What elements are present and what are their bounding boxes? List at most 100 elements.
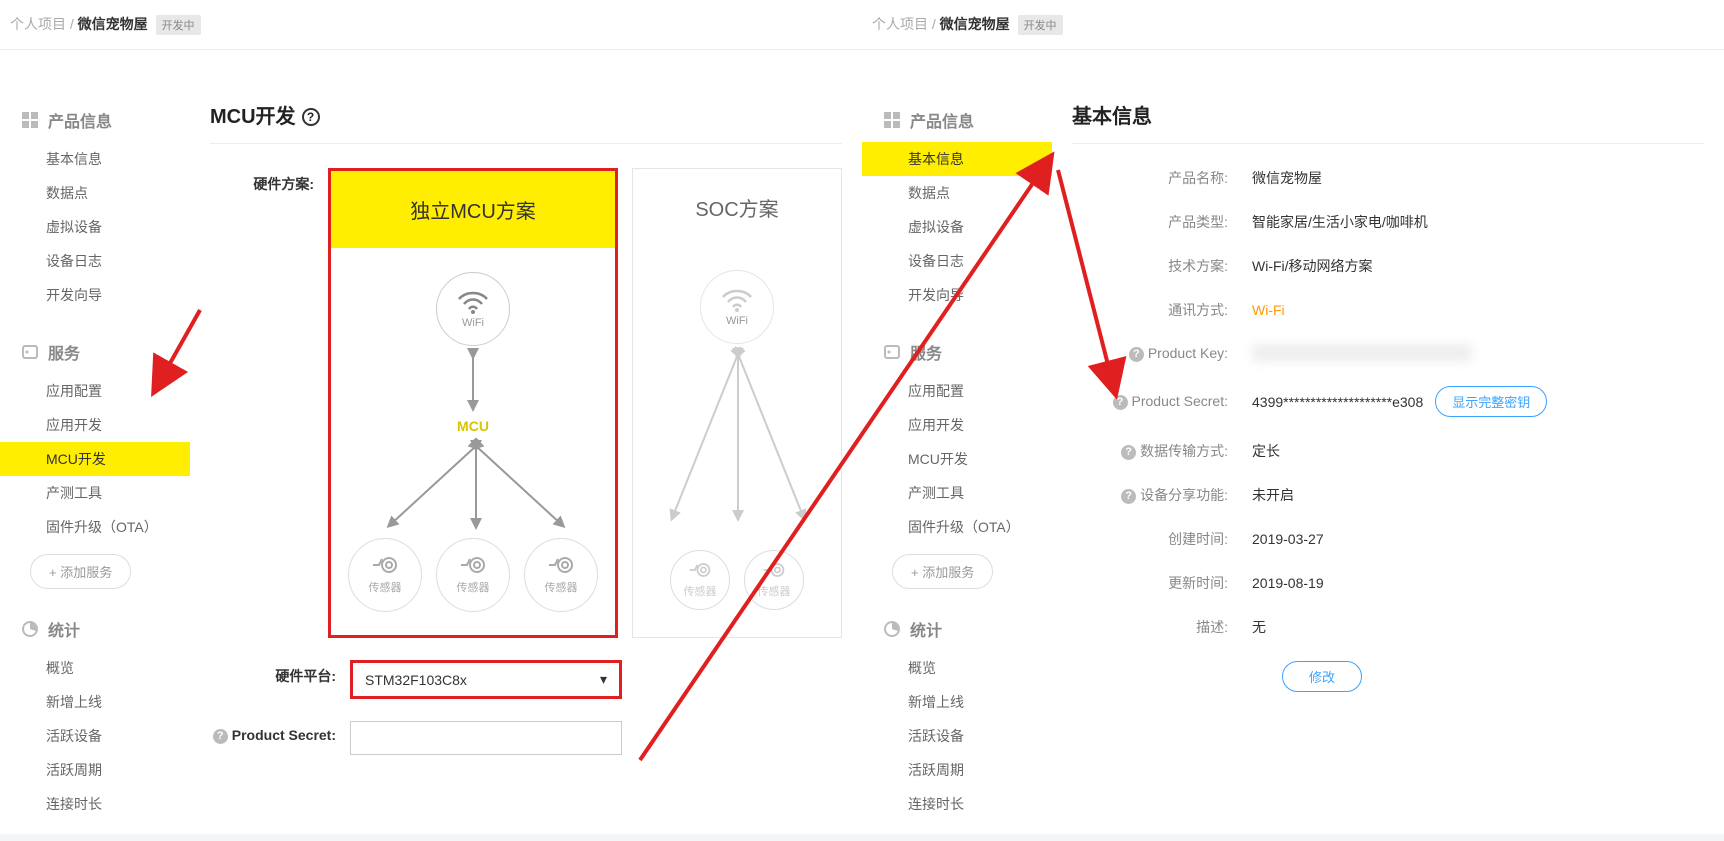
sidebar-item-overview[interactable]: 概览 <box>862 651 1052 685</box>
info-label: ?Product Key: <box>1072 345 1252 362</box>
disk-icon <box>22 344 38 360</box>
sidebar-item-mcu[interactable]: MCU开发 <box>0 442 190 476</box>
info-row: ?设备分享功能:未开启 <box>1072 485 1704 505</box>
help-icon[interactable]: ? <box>213 729 228 744</box>
sidebar-item-wizard[interactable]: 开发向导 <box>862 278 1052 312</box>
card-soc-scheme[interactable]: SOC方案 WiFi 传 <box>632 168 842 638</box>
sidebar-item-new[interactable]: 新增上线 <box>0 685 190 719</box>
sensor-icon <box>371 555 399 575</box>
sidebar-item-appdev[interactable]: 应用开发 <box>0 408 190 442</box>
sensor-node: 传感器 <box>436 538 510 612</box>
sidebar-item-period[interactable]: 活跃周期 <box>862 753 1052 787</box>
sidebar-item-connect[interactable]: 连接时长 <box>862 787 1052 821</box>
card-mcu-scheme[interactable]: 独立MCU方案 WiFi MCU <box>328 168 618 638</box>
info-value: 未开启 <box>1252 485 1704 505</box>
help-icon[interactable]: ? <box>1121 489 1136 504</box>
sensor-icon <box>762 561 786 579</box>
info-label: 通讯方式: <box>1072 300 1252 320</box>
sidebar-item-mcu[interactable]: MCU开发 <box>862 442 1052 476</box>
mcu-label: MCU <box>457 418 489 434</box>
sensor-icon <box>459 555 487 575</box>
wifi-node: WiFi <box>436 272 510 346</box>
info-label: 产品类型: <box>1072 212 1252 232</box>
show-secret-button[interactable]: 显示完整密钥 <box>1435 386 1547 417</box>
status-badge: 开发中 <box>156 15 201 35</box>
info-label: 产品名称: <box>1072 168 1252 188</box>
card-title-soc: SOC方案 <box>633 169 841 246</box>
sidebar-item-active[interactable]: 活跃设备 <box>0 719 190 753</box>
sidebar-item-devlog[interactable]: 设备日志 <box>862 244 1052 278</box>
info-row: 更新时间:2019-08-19 <box>1072 573 1704 593</box>
sidebar-item-virtual[interactable]: 虚拟设备 <box>862 210 1052 244</box>
sensor-node: 传感器 <box>744 550 804 610</box>
sidebar-group-product: 产品信息 <box>862 100 1052 142</box>
sidebar-item-active[interactable]: 活跃设备 <box>862 719 1052 753</box>
info-row: 通讯方式:Wi-Fi <box>1072 300 1704 320</box>
help-icon[interactable]: ? <box>1113 395 1128 410</box>
help-icon[interactable]: ? <box>302 108 320 126</box>
help-icon[interactable]: ? <box>1121 445 1136 460</box>
right-screenshot: 个人项目 / 微信宠物屋 开发中 产品信息 基本信息 数据点 虚拟设备 设备日志… <box>862 0 1724 834</box>
info-label: 创建时间: <box>1072 529 1252 549</box>
info-row: ?Product Key: <box>1072 344 1704 362</box>
info-value: Wi-Fi/移动网络方案 <box>1252 256 1704 276</box>
breadcrumb-current[interactable]: 微信宠物屋 <box>78 16 148 32</box>
sidebar-group-stats: 统计 <box>862 609 1052 651</box>
add-service-button[interactable]: + 添加服务 <box>30 554 131 589</box>
sidebar-right: 产品信息 基本信息 数据点 虚拟设备 设备日志 开发向导 服务 应用配置 应用开… <box>862 60 1052 841</box>
wifi-icon <box>456 289 490 315</box>
card-title-mcu: 独立MCU方案 <box>331 171 615 248</box>
product-secret-input[interactable] <box>350 721 622 755</box>
sidebar-item-appconfig[interactable]: 应用配置 <box>862 374 1052 408</box>
info-value: 智能家居/生活小家电/咖啡机 <box>1252 212 1704 232</box>
sidebar-item-basic[interactable]: 基本信息 <box>0 142 190 176</box>
sidebar-item-prodtest[interactable]: 产测工具 <box>0 476 190 510</box>
info-row: 技术方案:Wi-Fi/移动网络方案 <box>1072 256 1704 276</box>
chevron-down-icon: ▾ <box>600 671 607 688</box>
sidebar-left: 产品信息 基本信息 数据点 虚拟设备 设备日志 开发向导 服务 应用配置 应用开… <box>0 60 190 841</box>
sidebar-item-appdev[interactable]: 应用开发 <box>862 408 1052 442</box>
sidebar-item-basic[interactable]: 基本信息 <box>862 142 1052 176</box>
sensor-node: 传感器 <box>670 550 730 610</box>
info-value: 微信宠物屋 <box>1252 168 1704 188</box>
hw-scheme-label: 硬件方案: <box>210 168 328 194</box>
breadcrumb-current[interactable]: 微信宠物屋 <box>940 16 1010 32</box>
sidebar-item-appconfig[interactable]: 应用配置 <box>0 374 190 408</box>
grid-icon <box>884 112 900 128</box>
info-label: ?数据传输方式: <box>1072 441 1252 461</box>
info-label: ?设备分享功能: <box>1072 485 1252 505</box>
diagram-soc: WiFi 传感器 传感器 <box>633 246 841 616</box>
pie-icon <box>22 621 38 637</box>
sidebar-item-datapoint[interactable]: 数据点 <box>0 176 190 210</box>
edit-button[interactable]: 修改 <box>1282 661 1362 692</box>
info-value: 2019-03-27 <box>1252 531 1704 547</box>
sidebar-group-service: 服务 <box>862 332 1052 374</box>
help-icon[interactable]: ? <box>1129 347 1144 362</box>
hw-platform-label: 硬件平台: <box>210 660 350 686</box>
info-value: 2019-08-19 <box>1252 575 1704 591</box>
sidebar-item-datapoint[interactable]: 数据点 <box>862 176 1052 210</box>
hw-platform-select[interactable]: STM32F103C8x ▾ <box>350 660 622 699</box>
sidebar-item-wizard[interactable]: 开发向导 <box>0 278 190 312</box>
sidebar-item-overview[interactable]: 概览 <box>0 651 190 685</box>
sidebar-item-ota[interactable]: 固件升级（OTA） <box>0 510 190 544</box>
sidebar-item-connect[interactable]: 连接时长 <box>0 787 190 821</box>
left-screenshot: 个人项目 / 微信宠物屋 开发中 产品信息 基本信息 数据点 虚拟设备 设备日志… <box>0 0 862 834</box>
sidebar-group-stats: 统计 <box>0 609 190 651</box>
info-row: 创建时间:2019-03-27 <box>1072 529 1704 549</box>
page-title: MCU开发? <box>210 100 842 144</box>
sidebar-item-ota[interactable]: 固件升级（OTA） <box>862 510 1052 544</box>
info-value <box>1252 344 1704 362</box>
sidebar-item-virtual[interactable]: 虚拟设备 <box>0 210 190 244</box>
breadcrumb-root[interactable]: 个人项目 <box>10 16 66 32</box>
info-label: 技术方案: <box>1072 256 1252 276</box>
wifi-icon <box>720 287 754 313</box>
add-service-button[interactable]: + 添加服务 <box>892 554 993 589</box>
sidebar-item-period[interactable]: 活跃周期 <box>0 753 190 787</box>
sidebar-item-devlog[interactable]: 设备日志 <box>0 244 190 278</box>
disk-icon <box>884 344 900 360</box>
diagram-mcu: WiFi MCU 传感器 传感器 <box>331 248 615 618</box>
sidebar-item-new[interactable]: 新增上线 <box>862 685 1052 719</box>
breadcrumb-root[interactable]: 个人项目 <box>872 16 928 32</box>
sidebar-item-prodtest[interactable]: 产测工具 <box>862 476 1052 510</box>
